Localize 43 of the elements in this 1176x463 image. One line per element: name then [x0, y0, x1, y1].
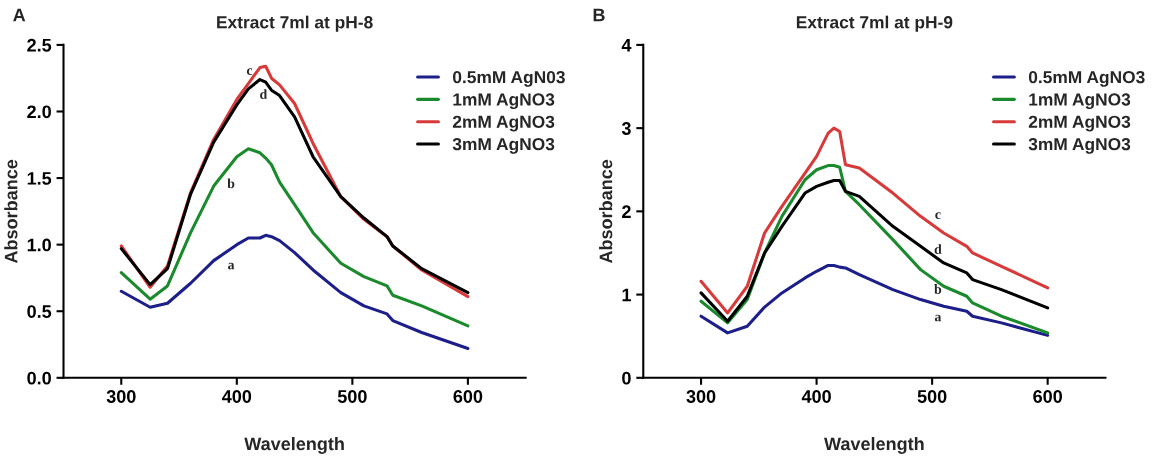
legend-label: 0.5mM AgNO3 [1028, 70, 1145, 87]
y-tick-label: 0.5 [27, 305, 52, 318]
x-tick-label: 300 [686, 390, 716, 403]
annotation: d [934, 244, 942, 254]
y-tick-label: 0 [622, 371, 631, 385]
x-tick-label: 600 [1033, 390, 1062, 403]
annotation: a [934, 314, 942, 322]
legend-label: 3mM AgNO3 [452, 137, 555, 154]
y-tick-label: 1 [622, 288, 631, 302]
legend-label: 3mM AgNO3 [1028, 137, 1131, 154]
x-tick-label: 400 [801, 390, 831, 403]
annotation: a [228, 262, 235, 270]
y-tick-label: 1.5 [27, 172, 52, 185]
x-tick-label: 500 [337, 390, 367, 403]
y-tick-label: 1.0 [27, 238, 51, 252]
annotation: c [246, 68, 253, 76]
text: B [593, 8, 605, 22]
y-axis-title: Absorbance [599, 159, 613, 264]
y-tick-label: 3 [621, 122, 631, 135]
y-tick-label: 2.5 [27, 38, 52, 52]
x-axis-title: Wavelength [824, 437, 924, 454]
legend-label: 1mM AgNO3 [453, 93, 555, 110]
y-tick-label: 0.0 [27, 371, 51, 385]
x-axis-title: Wavelength [244, 437, 344, 454]
x-tick-label: 600 [453, 390, 483, 403]
y-axis-title: Absorbance [4, 159, 18, 264]
annotation: b [934, 284, 942, 294]
text: A [13, 8, 26, 22]
x-tick-label: 500 [917, 390, 947, 403]
chart-title: Extract 7ml at pH-9 [796, 15, 953, 32]
y-tick-label: 4 [621, 39, 632, 52]
annotation: b [227, 178, 235, 189]
annotation: d [260, 89, 268, 99]
annotation: c [935, 212, 941, 219]
x-tick-label: 400 [222, 390, 252, 403]
legend-label: 1mM AgNO3 [1029, 93, 1131, 110]
legend-label: 2mM AgNO3 [452, 115, 555, 132]
chart-title: Extract 7ml at pH-8 [217, 15, 373, 32]
x-tick-label: 300 [106, 390, 136, 403]
legend-label: 0.5mM AgN03 [453, 70, 565, 87]
y-tick-label: 2.0 [27, 105, 51, 119]
y-tick-label: 2 [622, 205, 631, 218]
legend-label: 2mM AgNO3 [1028, 115, 1131, 132]
